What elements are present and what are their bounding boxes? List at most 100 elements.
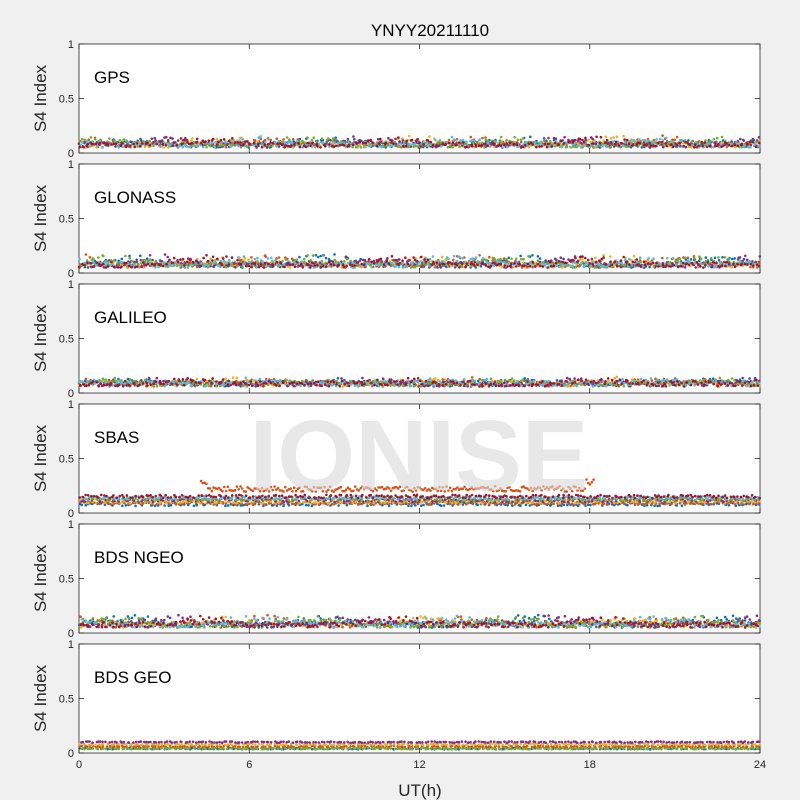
data-point [694,140,698,144]
data-point [513,261,516,265]
data-point [267,138,270,141]
data-point [643,143,646,146]
data-point [358,259,361,263]
data-point [699,257,703,261]
data-point [345,265,348,268]
data-point [140,265,143,269]
data-point [565,261,568,265]
data-point [270,256,273,260]
data-point [337,263,340,267]
data-point [336,376,340,380]
data-point [684,146,688,149]
data-point [648,265,651,269]
data-point [704,256,708,259]
data-point [458,266,461,269]
data-point [347,143,351,147]
data-point [191,137,194,140]
data-point [586,258,590,262]
data-point [247,264,251,268]
data-point [146,259,150,263]
data-point [101,379,105,383]
data-point [426,144,430,147]
data-point [476,263,480,267]
data-point [474,256,478,259]
data-point [687,379,690,382]
data-point [303,260,306,264]
data-point [628,263,631,266]
data-point [665,144,669,148]
data-point [101,145,104,149]
data-point [219,144,223,147]
data-point [407,145,411,148]
data-point [102,262,105,266]
data-point [673,138,676,142]
data-point [711,261,715,264]
data-point [654,144,657,148]
data-point [118,139,122,142]
data-point [751,140,754,144]
data-point [628,139,631,143]
data-point [287,145,291,148]
data-point [600,384,603,387]
data-point [379,257,383,261]
data-point [113,376,117,380]
data-point [142,261,145,264]
data-point [426,258,430,262]
data-point [531,254,534,257]
data-point [615,135,619,138]
data-point [320,259,324,263]
data-point [441,255,444,259]
data-point [553,257,557,261]
data-point [436,266,439,269]
data-point [225,261,228,264]
data-point [195,137,199,141]
data-point [283,265,286,269]
data-point [172,264,175,267]
data-point [488,262,492,265]
data-point [455,254,459,258]
data-point [552,138,556,142]
data-point [81,141,84,144]
data-point [623,264,627,267]
data-point [536,259,540,263]
data-point [610,263,613,267]
data-point [461,257,464,260]
data-point [255,146,258,149]
data-point [583,263,587,267]
data-point [89,262,93,265]
data-point [486,144,490,147]
data-point [558,265,561,269]
data-point [410,138,414,142]
data-point [637,138,641,141]
data-point [185,263,189,267]
data-point [112,259,116,262]
data-point [471,257,475,260]
data-point [682,144,686,148]
data-point [683,266,687,269]
data-point [625,138,629,142]
data-point [277,139,281,143]
data-point [239,141,242,144]
data-point [367,142,371,146]
data-point [609,260,612,264]
data-point [536,254,540,258]
data-point [319,266,323,269]
data-point [291,263,295,266]
data-point [316,263,319,267]
data-point [485,261,489,264]
data-point [699,265,702,268]
data-point [127,264,131,268]
data-point [578,264,581,268]
data-point [275,263,279,267]
data-point [733,143,737,147]
data-point [184,136,187,140]
data-point [353,264,356,267]
data-point [630,263,633,266]
data-point [497,260,500,264]
data-point [714,265,718,269]
data-point [120,257,124,261]
data-point [217,140,220,143]
data-point [154,139,157,142]
data-point [427,260,431,264]
data-point [301,139,304,143]
